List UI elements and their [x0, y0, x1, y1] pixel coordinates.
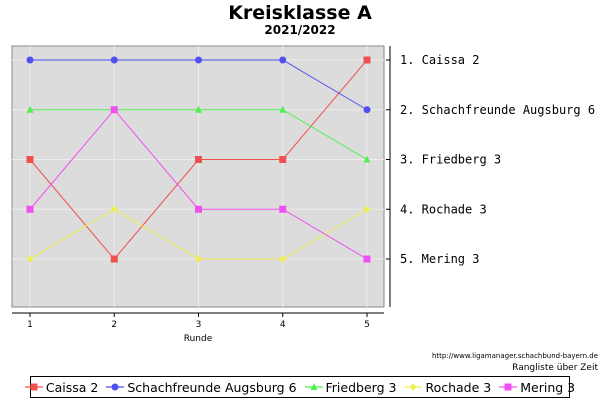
data-point	[110, 205, 118, 213]
chart-caption: Rangliste über Zeit	[512, 363, 598, 373]
legend-item: Schachfreunde Augsburg 6	[106, 379, 297, 395]
data-point	[26, 105, 34, 113]
legend-marker-icon	[304, 383, 323, 390]
rank-label: 5. Mering 3	[400, 252, 479, 266]
rank-label: 1. Caissa 2	[400, 53, 479, 67]
legend-marker-icon	[106, 383, 125, 391]
data-point	[363, 56, 371, 64]
data-point	[504, 383, 512, 391]
legend-marker-icon	[404, 383, 423, 391]
data-point	[363, 205, 371, 213]
data-point	[279, 105, 287, 113]
rank-label: 4. Rochade 3	[400, 202, 487, 216]
legend-marker-icon	[24, 383, 43, 391]
data-point	[195, 56, 202, 64]
legend-item: Rochade 3	[404, 380, 491, 395]
data-point	[279, 255, 287, 263]
series-schachfreunde-augsburg-6	[26, 56, 371, 114]
data-point	[195, 156, 202, 163]
legend-label: Friedberg 3	[325, 379, 397, 395]
rank-label: 3. Friedberg 3	[400, 153, 501, 167]
legend-item: Mering 3	[499, 380, 575, 395]
data-point	[363, 155, 371, 163]
data-point	[110, 106, 118, 114]
data-point	[111, 383, 119, 391]
data-point	[110, 56, 118, 64]
chart-subtitle: 2021/2022	[264, 23, 336, 37]
legend-item: Friedberg 3	[304, 379, 397, 395]
legend-label: Caissa 2	[45, 379, 99, 395]
data-point	[363, 255, 371, 263]
x-tick-label: 3	[196, 320, 202, 330]
source-url: http://www.ligamanager.schachbund-bayern…	[431, 352, 598, 360]
data-point	[26, 156, 34, 163]
series-mering-3	[26, 106, 371, 263]
x-tick-label: 2	[111, 320, 117, 330]
legend: Caissa 2 Schachfreunde Augsburg 6 Friedber…	[24, 376, 575, 398]
data-point	[279, 156, 287, 163]
data-point	[30, 383, 38, 391]
legend-label: Schachfreunde Augsburg 6	[127, 379, 297, 395]
data-point	[26, 205, 34, 213]
x-axis-title: Runde	[184, 334, 213, 344]
data-point	[279, 56, 287, 64]
data-point	[26, 255, 34, 263]
data-point	[310, 383, 318, 390]
chart-title: Kreisklasse A	[228, 2, 372, 24]
x-tick-label: 4	[280, 320, 286, 330]
data-point	[409, 383, 417, 391]
x-tick-label: 5	[364, 320, 370, 330]
data-point	[110, 255, 118, 263]
data-point	[363, 106, 371, 114]
legend-label: Mering 3	[520, 379, 576, 395]
data-point	[195, 105, 202, 113]
data-point	[195, 255, 202, 263]
legend-marker-icon	[499, 383, 518, 391]
legend-item: Caissa 2	[24, 379, 99, 395]
data-point	[279, 205, 287, 213]
data-point	[195, 205, 202, 213]
series-rochade-3	[26, 205, 371, 263]
data-point	[26, 56, 34, 64]
rank-label: 2. Schachfreunde Augsburg 6	[400, 103, 595, 117]
x-tick-label: 1	[27, 320, 33, 330]
legend-label: Rochade 3	[425, 379, 492, 395]
